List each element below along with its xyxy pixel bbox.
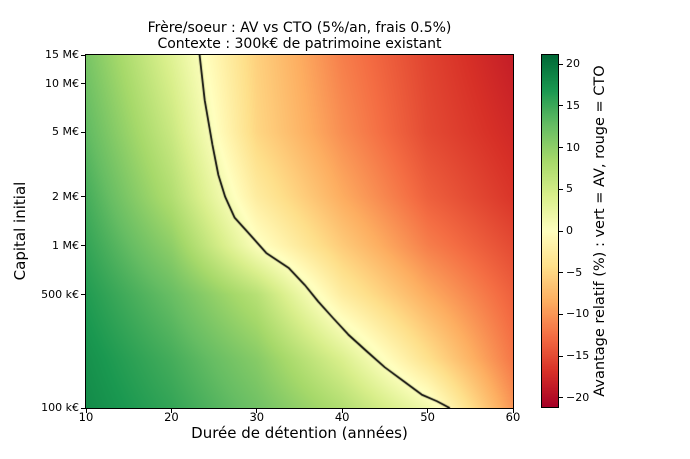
colorbar-tick-label: 5 (566, 182, 573, 196)
x-tick-mark (85, 409, 87, 413)
y-tick-mark (81, 131, 85, 133)
y-tick-label: 100 k€ (41, 401, 79, 414)
y-tick-label: 500 k€ (41, 287, 79, 301)
y-tick-label: 1 M€ (52, 238, 79, 252)
colorbar-tick-label: 0 (566, 224, 573, 237)
x-tick-label: 60 (505, 410, 521, 424)
title-block: Frère/soeur : AV vs CTO (5%/an, frais 0.… (86, 20, 513, 52)
y-tick-label: 10 M€ (45, 76, 79, 90)
x-tick-mark (512, 409, 514, 413)
y-tick-mark (81, 294, 85, 296)
colorbar-tick-label: 20 (566, 57, 580, 71)
colorbar-label: Avantage relatif (%) : vert = AV, rouge … (592, 65, 608, 397)
colorbar-tick-mark (559, 355, 563, 357)
heatmap-canvas (85, 54, 514, 409)
x-tick-label: 10 (78, 410, 94, 424)
colorbar-tick-label: −5 (566, 265, 583, 279)
x-tick-label: 40 (334, 410, 350, 424)
colorbar-tick-mark (559, 272, 563, 274)
colorbar-tick-mark (559, 313, 563, 315)
colorbar-tick-mark (559, 105, 563, 107)
x-axis-label: Durée de détention (années) (191, 424, 408, 442)
x-tick-label: 30 (249, 410, 265, 424)
y-tick-mark (81, 245, 85, 247)
y-tick-label: 15 M€ (45, 48, 79, 61)
colorbar-tick-label: −20 (566, 390, 590, 404)
y-tick-mark (81, 196, 85, 198)
y-tick-mark (81, 54, 85, 56)
colorbar-tick-label: 10 (566, 140, 580, 154)
colorbar-tick-mark (559, 147, 563, 149)
y-tick-label: 5 M€ (52, 125, 79, 139)
x-tick-mark (170, 409, 172, 413)
y-tick-mark (81, 407, 85, 409)
colorbar-canvas (541, 54, 559, 408)
chart-subtitle: Contexte : 300k€ de patrimoine existant (157, 35, 442, 52)
colorbar-tick-mark (559, 230, 563, 232)
x-tick-mark (256, 409, 258, 413)
chart-title: Frère/soeur : AV vs CTO (5%/an, frais 0.… (147, 20, 452, 36)
y-tick-mark (81, 83, 85, 85)
colorbar-tick-label: −15 (566, 349, 590, 363)
x-tick-mark (341, 409, 343, 413)
colorbar-tick-mark (559, 188, 563, 190)
y-tick-label: 2 M€ (52, 189, 79, 203)
colorbar-tick-label: −10 (566, 307, 590, 321)
x-tick-label: 50 (420, 410, 435, 424)
colorbar-tick-mark (559, 397, 563, 399)
colorbar-tick-mark (559, 63, 563, 65)
colorbar-tick-label: 15 (566, 98, 580, 112)
x-tick-mark (427, 409, 429, 413)
x-tick-label: 20 (164, 410, 179, 424)
